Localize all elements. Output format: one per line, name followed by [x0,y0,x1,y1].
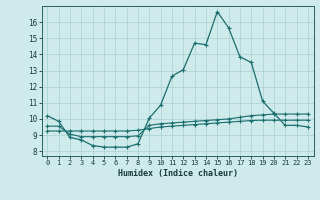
X-axis label: Humidex (Indice chaleur): Humidex (Indice chaleur) [118,169,237,178]
